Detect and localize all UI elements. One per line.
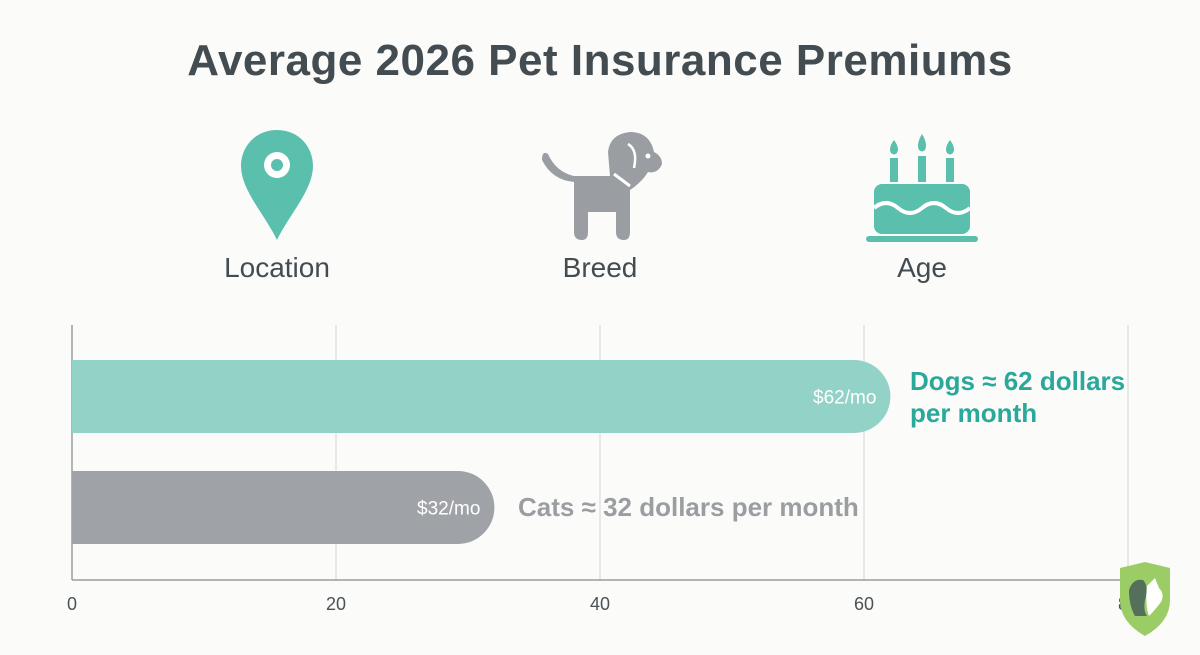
factor-age: [802, 120, 1042, 245]
shield-pet-logo-icon: [1120, 562, 1170, 636]
x-tick-label: 20: [326, 594, 346, 614]
bar-value-label: $62/mo: [813, 388, 876, 409]
factor-breed: [480, 120, 720, 245]
factor-label-breed: Breed: [562, 252, 638, 283]
bar-cats: [72, 471, 495, 544]
cats-annotation: Cats ≈ 32 dollars per month: [518, 492, 859, 522]
x-tick-label: 40: [590, 594, 610, 614]
dogs-annotation-line2: per month: [910, 398, 1037, 428]
bar-value-label: $32/mo: [417, 499, 480, 520]
birthday-cake-icon: [866, 134, 978, 242]
x-tick-label: 0: [67, 594, 77, 614]
chart-title: Average 2026 Pet Insurance Premiums: [187, 36, 1013, 85]
factor-label-location: Location: [224, 252, 330, 283]
dogs-annotation-line1: Dogs ≈ 62 dollars: [910, 366, 1125, 396]
bar-dogs: [72, 360, 891, 433]
factor-location: [157, 120, 397, 245]
map-pin-icon: [241, 130, 313, 240]
x-tick-label: 60: [854, 594, 874, 614]
factor-label-age: Age: [897, 252, 947, 283]
dog-icon: [542, 132, 662, 240]
